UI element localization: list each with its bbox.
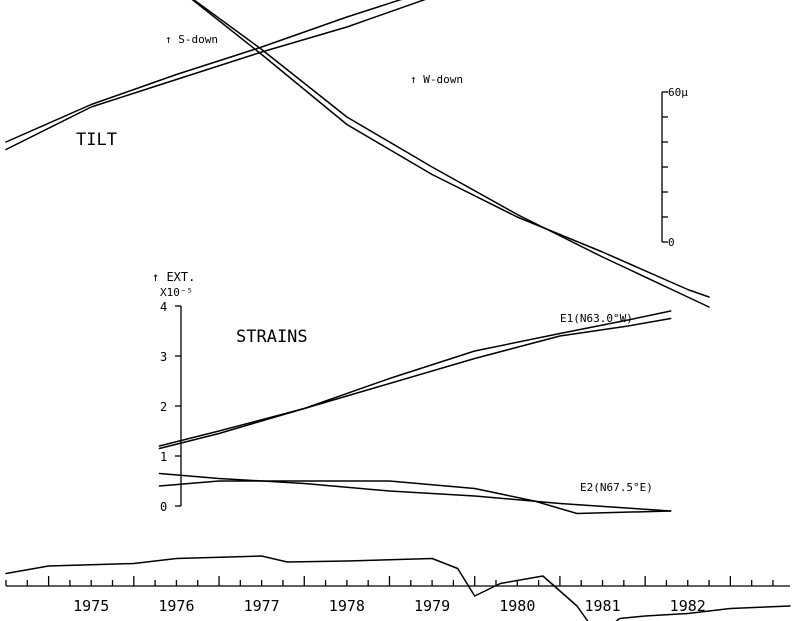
time-axis-year-label: 1976: [158, 597, 194, 615]
time-axis-year-label: 1982: [670, 597, 706, 615]
tilt-title: TILT: [76, 130, 117, 150]
time-axis-year-label: 1975: [73, 597, 109, 615]
tilt-series-1-line-1: [5, 0, 426, 151]
s-down-label: ↑ S-down: [165, 33, 218, 46]
time-axis: 1975 1976 1977 1978 1979 1980 1981 1982: [5, 576, 790, 615]
w-down-label: ↑ W-down: [410, 73, 463, 86]
strain-ytick-label: 1: [160, 450, 167, 464]
strains-title: STRAINS: [236, 327, 308, 347]
strain-ytick-label: 3: [160, 350, 167, 364]
strain-ylabel: ↑ EXT.: [152, 270, 195, 284]
time-axis-year-label: 1981: [584, 597, 620, 615]
tilt-series-1-line-0: [5, 0, 403, 143]
tilt-traces: [5, 0, 710, 308]
tilt-panel: TILT ↑ S-down ↑ W-down 60µ 0: [5, 0, 710, 308]
strain-series-1-line-0: [158, 472, 672, 512]
time-axis-year-label: 1980: [499, 597, 535, 615]
tilt-scale-bar: 60µ 0: [661, 86, 688, 249]
e2-label: E2(N67.5°E): [580, 481, 653, 494]
strain-yunit: X10⁻⁵: [160, 286, 193, 299]
time-axis-year-label: 1977: [244, 597, 280, 615]
strain-ytick-label: 2: [160, 400, 167, 414]
tilt-series-0-line-1: [191, 0, 710, 298]
strain-traces: [5, 310, 791, 621]
tilt-scale-zero-label: 0: [668, 236, 675, 249]
strain-series-0-line-1: [158, 310, 672, 450]
tilt-series-0-line-0: [192, 0, 710, 308]
time-axis-year-label: 1979: [414, 597, 450, 615]
strain-ytick-label: 0: [160, 500, 167, 514]
tilt-scale-top-label: 60µ: [668, 86, 688, 99]
strain-y-axis: 0 1 2 3 4: [160, 300, 182, 514]
time-axis-year-label: 1978: [329, 597, 365, 615]
e1-label: E1(N63.0°W): [560, 312, 633, 325]
strain-series-1-line-1: [158, 480, 672, 515]
strain-ytick-label: 4: [160, 300, 167, 314]
strain-series-2-line-0: [5, 555, 791, 621]
strain-series-0-line-0: [158, 317, 672, 447]
strains-panel: STRAINS ↑ EXT. X10⁻⁵ E1(N63.0°W) E2(N67.…: [5, 270, 791, 621]
